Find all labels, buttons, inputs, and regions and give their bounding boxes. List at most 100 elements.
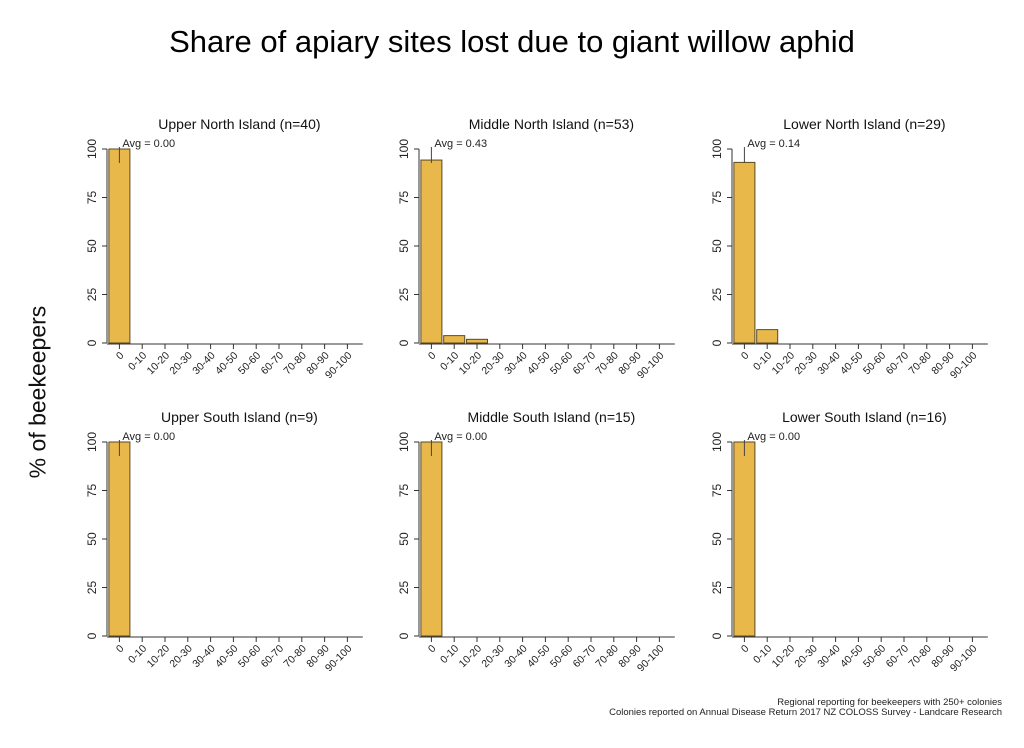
avg-label: Avg = 0.00 xyxy=(122,138,175,150)
y-tick-label: 0 xyxy=(397,632,411,639)
x-tick-label: 0 xyxy=(426,643,439,656)
footnote-line-1: Regional reporting for beekeepers with 2… xyxy=(777,697,1002,708)
avg-label: Avg = 0.00 xyxy=(747,431,800,443)
x-tick-label: 70-80 xyxy=(593,643,621,671)
y-tick-label: 25 xyxy=(710,288,724,302)
y-tick-label: 100 xyxy=(397,432,411,452)
x-tick-label: 70-80 xyxy=(281,643,309,671)
y-tick-label: 75 xyxy=(710,191,724,205)
y-tick-label: 25 xyxy=(397,581,411,595)
bar xyxy=(108,148,131,344)
y-tick-label: 0 xyxy=(710,632,724,639)
panel-title: Upper North Island (n=40) xyxy=(158,116,320,132)
x-tick-label: 0 xyxy=(426,350,439,363)
x-tick-label: 50-60 xyxy=(861,350,889,378)
footnote-line-2: Colonies reported on Annual Disease Retu… xyxy=(609,707,1002,718)
x-tick-label: 50-60 xyxy=(236,350,264,378)
y-tick-label: 100 xyxy=(710,432,724,452)
y-tick-label: 25 xyxy=(710,581,724,595)
x-tick-label: 30-40 xyxy=(502,350,530,378)
y-tick-label: 100 xyxy=(710,139,724,159)
avg-label: Avg = 0.43 xyxy=(434,138,487,150)
x-tick-label: 20-30 xyxy=(167,350,195,378)
bar xyxy=(733,441,756,637)
panel-title: Middle North Island (n=53) xyxy=(469,116,634,132)
x-tick-label: 40-50 xyxy=(525,643,553,671)
y-tick-label: 100 xyxy=(85,139,99,159)
y-tick-label: 25 xyxy=(397,288,411,302)
x-tick-label: 70-80 xyxy=(281,350,309,378)
panel-title: Lower North Island (n=29) xyxy=(783,116,945,132)
y-tick-label: 75 xyxy=(710,484,724,498)
x-tick-label: 30-40 xyxy=(815,643,843,671)
x-tick-label: 70-80 xyxy=(593,350,621,378)
x-tick-label: 30-40 xyxy=(502,643,530,671)
x-tick-label: 20-30 xyxy=(479,643,507,671)
bar xyxy=(733,161,756,344)
x-tick-label: 50-60 xyxy=(236,643,264,671)
panel-title: Lower South Island (n=16) xyxy=(782,409,947,425)
x-tick-label: 40-50 xyxy=(838,643,866,671)
x-tick-label: 20-30 xyxy=(479,350,507,378)
y-tick-label: 100 xyxy=(85,432,99,452)
x-tick-label: 60-70 xyxy=(571,643,599,671)
avg-label: Avg = 0.14 xyxy=(747,138,800,150)
x-tick-label: 10-20 xyxy=(770,350,798,378)
y-tick-label: 50 xyxy=(85,532,99,546)
x-tick-label: 60-70 xyxy=(884,350,912,378)
bar xyxy=(108,441,131,637)
x-tick-label: 50-60 xyxy=(548,643,576,671)
bar xyxy=(420,441,443,637)
y-tick-label: 75 xyxy=(85,484,99,498)
x-tick-label: 40-50 xyxy=(213,643,241,671)
x-tick-label: 60-70 xyxy=(259,643,287,671)
x-tick-label: 0 xyxy=(739,643,752,656)
y-tick-label: 75 xyxy=(397,484,411,498)
x-tick-label: 30-40 xyxy=(815,350,843,378)
y-tick-label: 75 xyxy=(397,191,411,205)
y-tick-label: 100 xyxy=(397,139,411,159)
bar xyxy=(466,338,488,344)
panel-title: Upper South Island (n=9) xyxy=(161,409,318,425)
x-tick-label: 60-70 xyxy=(571,350,599,378)
bar xyxy=(443,335,466,344)
x-tick-label: 50-60 xyxy=(548,350,576,378)
y-tick-label: 0 xyxy=(397,339,411,346)
y-tick-label: 25 xyxy=(85,581,99,595)
x-tick-label: 20-30 xyxy=(792,350,820,378)
x-tick-label: 40-50 xyxy=(838,350,866,378)
x-tick-label: 70-80 xyxy=(906,350,934,378)
y-tick-label: 50 xyxy=(397,239,411,253)
x-tick-label: 0 xyxy=(739,350,752,363)
y-tick-label: 50 xyxy=(710,239,724,253)
x-tick-label: 20-30 xyxy=(167,643,195,671)
panel-title: Middle South Island (n=15) xyxy=(468,409,636,425)
x-tick-label: 40-50 xyxy=(525,350,553,378)
y-tick-label: 25 xyxy=(85,288,99,302)
y-tick-label: 0 xyxy=(85,632,99,639)
y-tick-label: 75 xyxy=(85,191,99,205)
bar xyxy=(756,329,779,344)
chart-title: Share of apiary sites lost due to giant … xyxy=(169,24,855,59)
x-tick-label: 0 xyxy=(114,350,127,363)
y-tick-label: 50 xyxy=(85,239,99,253)
bar xyxy=(420,159,443,344)
y-tick-label: 0 xyxy=(710,339,724,346)
y-tick-label: 50 xyxy=(710,532,724,546)
x-tick-label: 40-50 xyxy=(213,350,241,378)
y-tick-label: 0 xyxy=(85,339,99,346)
x-tick-label: 30-40 xyxy=(190,643,218,671)
x-tick-label: 10-20 xyxy=(145,643,173,671)
x-tick-label: 10-20 xyxy=(145,350,173,378)
x-tick-label: 60-70 xyxy=(259,350,287,378)
x-tick-label: 30-40 xyxy=(190,350,218,378)
x-tick-label: 20-30 xyxy=(792,643,820,671)
footnote: Regional reporting for beekeepers with 2… xyxy=(609,698,1002,718)
